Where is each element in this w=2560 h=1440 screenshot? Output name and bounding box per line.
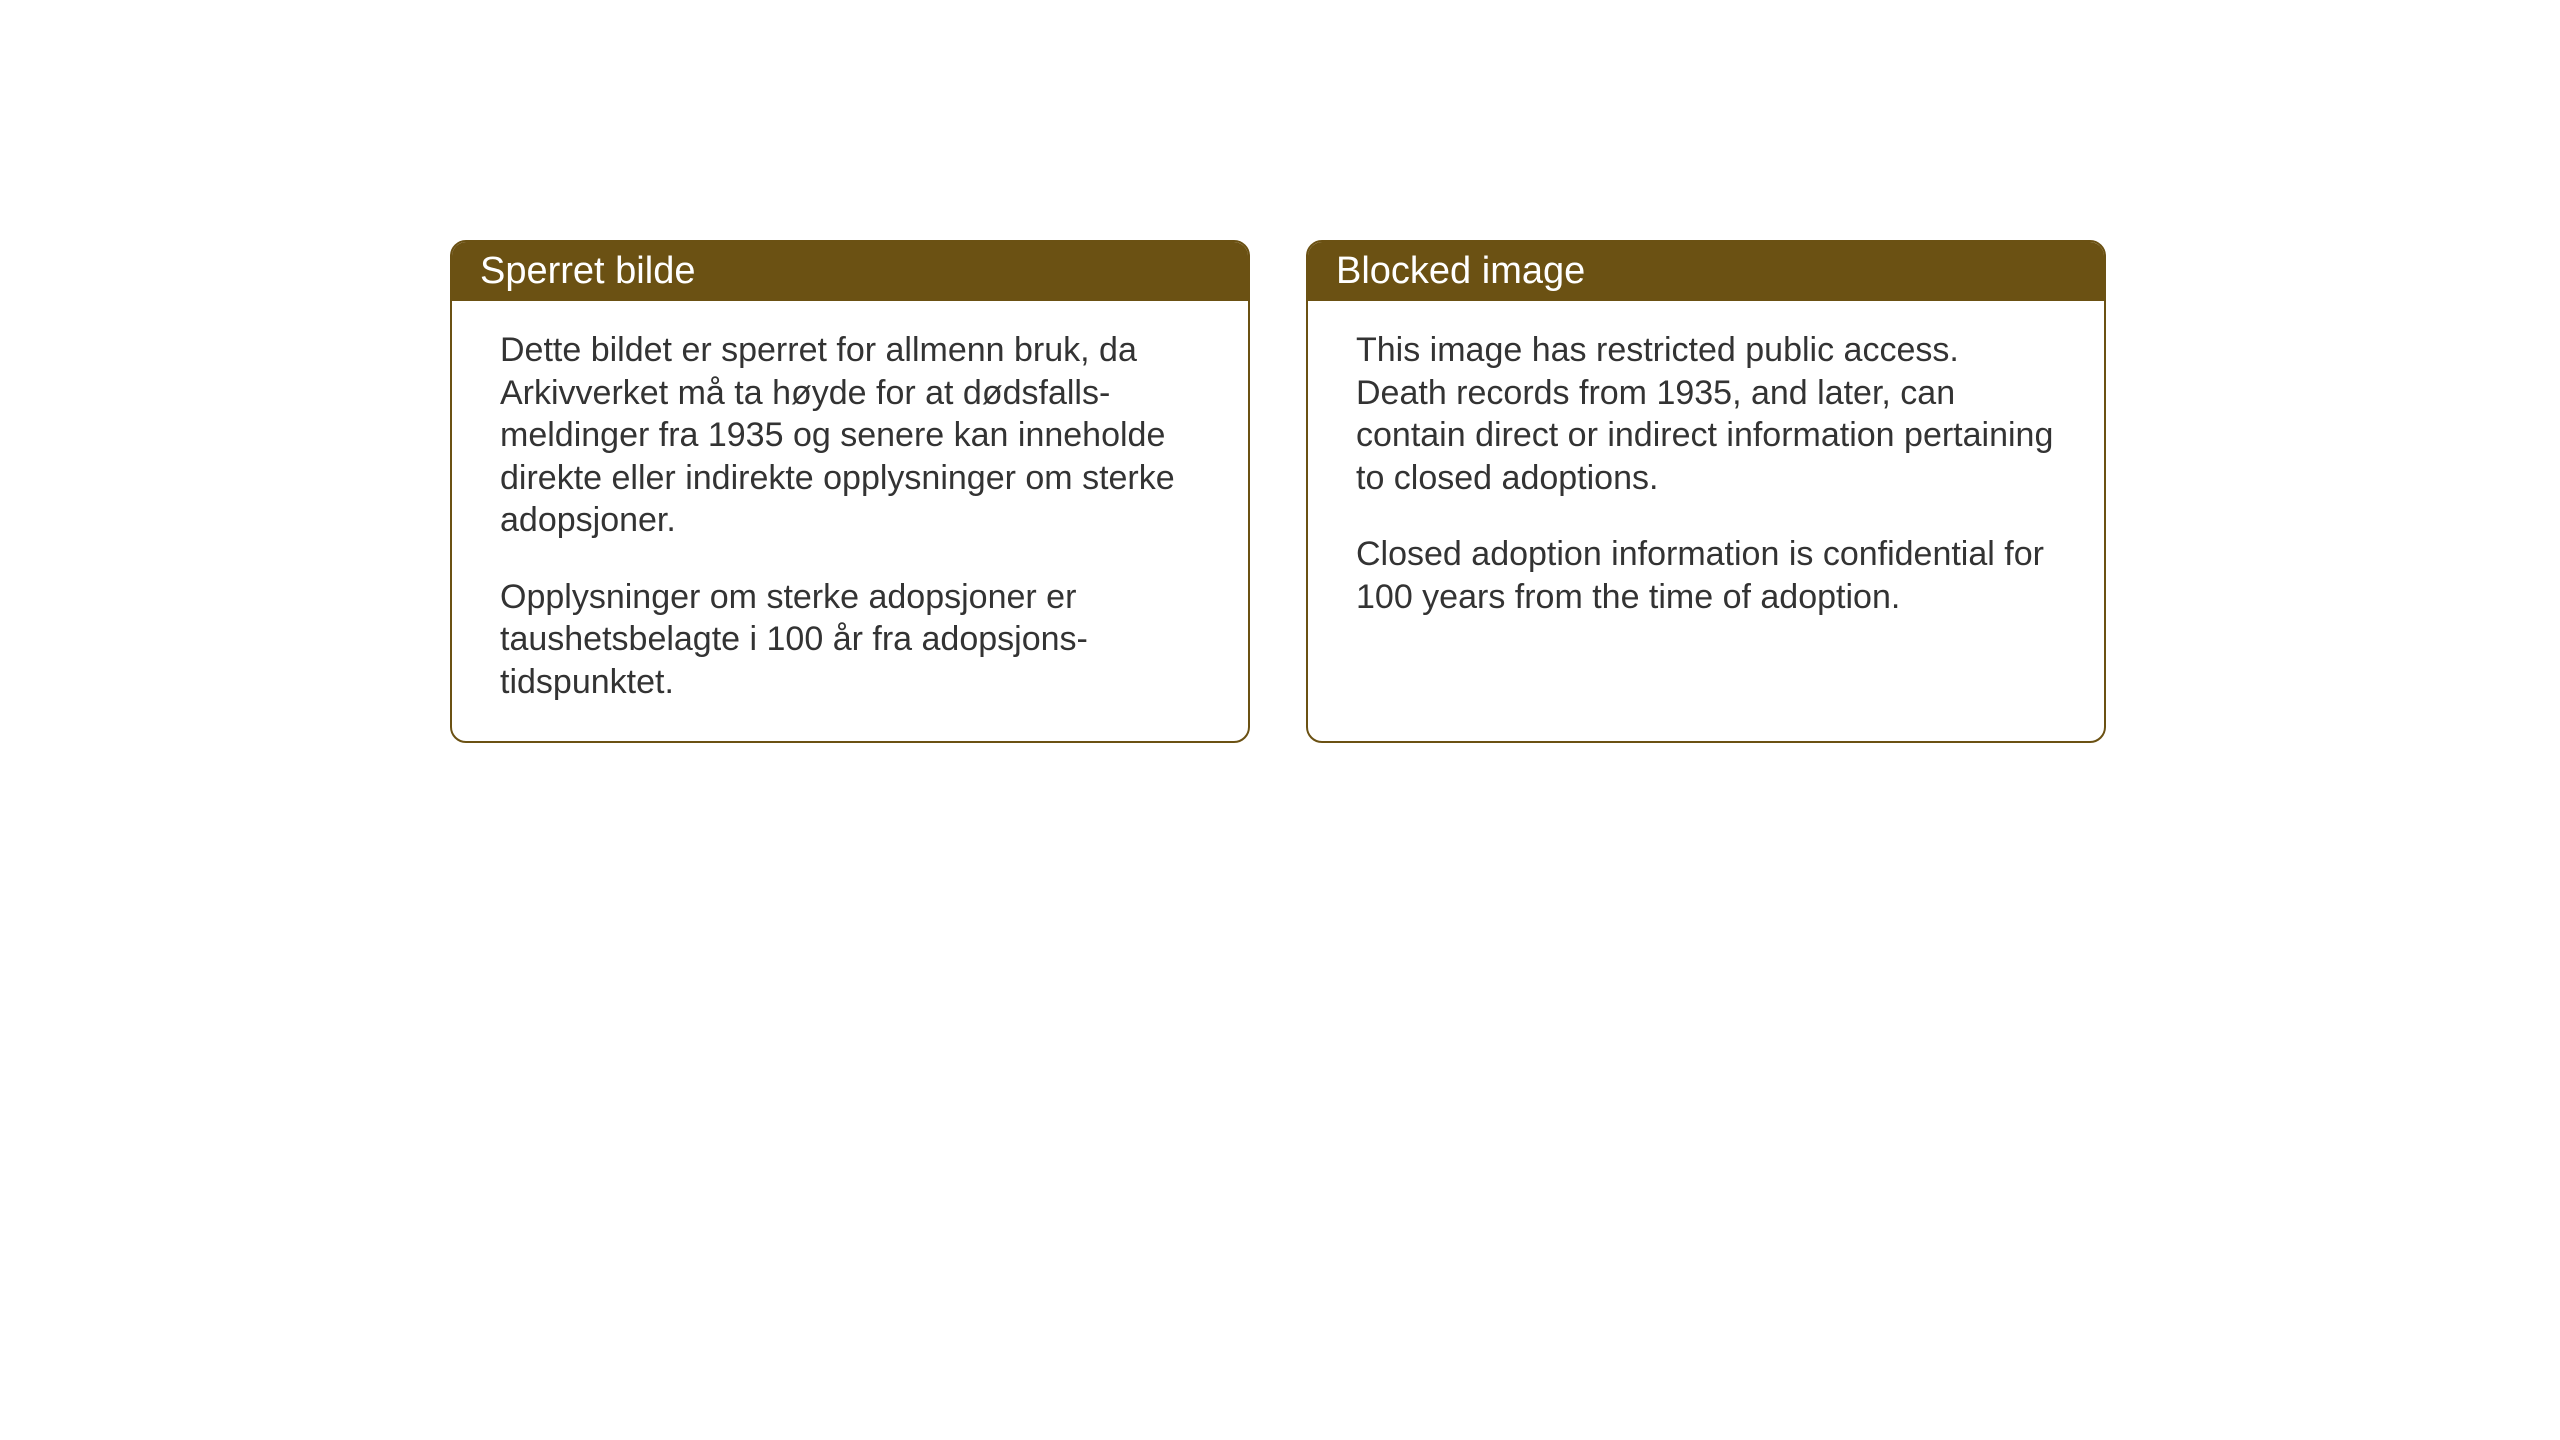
notice-header-norwegian: Sperret bilde	[452, 242, 1248, 301]
notice-box-norwegian: Sperret bilde Dette bildet er sperret fo…	[450, 240, 1250, 743]
notice-box-english: Blocked image This image has restricted …	[1306, 240, 2106, 743]
notice-container: Sperret bilde Dette bildet er sperret fo…	[450, 240, 2106, 743]
notice-paragraph-1-norwegian: Dette bildet er sperret for allmenn bruk…	[500, 329, 1200, 542]
notice-header-english: Blocked image	[1308, 242, 2104, 301]
notice-title-norwegian: Sperret bilde	[480, 250, 695, 292]
notice-paragraph-1-english: This image has restricted public access.…	[1356, 329, 2056, 499]
notice-body-english: This image has restricted public access.…	[1308, 301, 2104, 731]
notice-paragraph-2-norwegian: Opplysninger om sterke adopsjoner er tau…	[500, 576, 1200, 704]
notice-body-norwegian: Dette bildet er sperret for allmenn bruk…	[452, 301, 1248, 741]
notice-title-english: Blocked image	[1336, 250, 1585, 292]
notice-paragraph-2-english: Closed adoption information is confident…	[1356, 533, 2056, 618]
